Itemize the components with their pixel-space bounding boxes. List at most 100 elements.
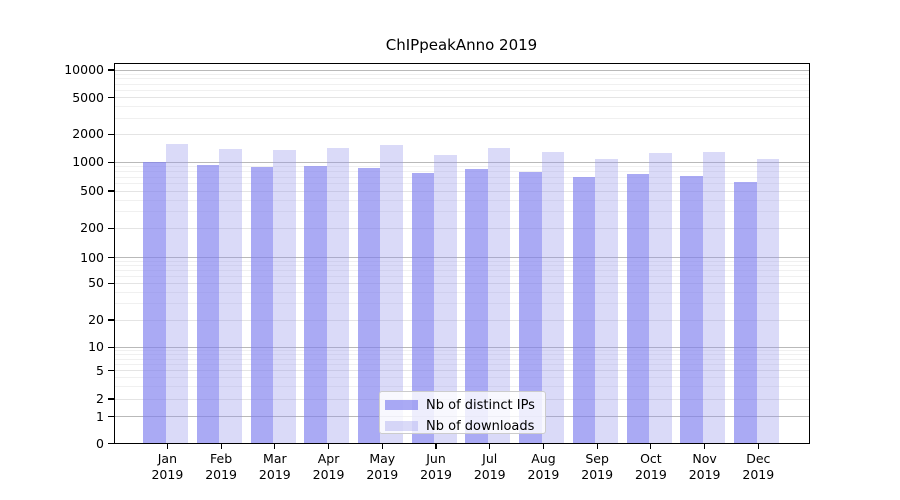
- x-tick-mark: [381, 443, 383, 449]
- x-tick-label: Jun 2019: [420, 451, 452, 482]
- minor-gridline: [113, 291, 810, 293]
- major-gridline: [113, 69, 810, 71]
- bar-distinct-ips: [143, 161, 166, 444]
- y-tick-label: 10: [88, 339, 104, 355]
- bar-downloads: [326, 148, 350, 444]
- y-tick-mark: [108, 97, 114, 99]
- minor-gridline: [113, 78, 810, 80]
- gridline: [113, 370, 810, 372]
- bar-distinct-ips: [519, 171, 542, 444]
- x-tick-label: Aug 2019: [527, 451, 560, 482]
- bar-distinct-ips: [734, 182, 757, 444]
- bar-downloads: [273, 150, 296, 444]
- legend-label-downloads: Nb of downloads: [426, 418, 535, 434]
- y-tick-label: 2: [96, 391, 104, 406]
- minor-gridline: [113, 261, 810, 263]
- x-tick-label: Jul 2019: [473, 451, 506, 482]
- major-gridline: [113, 161, 810, 163]
- minor-gridline: [113, 354, 810, 356]
- x-tick-mark: [489, 443, 491, 449]
- y-tick-mark: [108, 161, 114, 163]
- y-tick-label: 5000: [72, 89, 104, 105]
- y-tick-mark: [108, 346, 114, 348]
- minor-gridline: [113, 83, 810, 85]
- gridline: [113, 190, 810, 192]
- gridline: [113, 282, 810, 284]
- bar-distinct-ips: [304, 166, 327, 444]
- y-tick-label: 10000: [64, 62, 104, 77]
- x-tick-mark: [220, 443, 222, 449]
- legend-item-distinct-ips: Nb of distinct IPs: [385, 397, 545, 413]
- bar-distinct-ips: [680, 175, 703, 444]
- bar-downloads: [165, 144, 189, 444]
- y-tick-label: 200: [80, 220, 104, 236]
- legend: Nb of distinct IPs Nb of downloads: [379, 391, 546, 434]
- minor-gridline: [113, 350, 810, 352]
- y-tick-label: 0: [96, 435, 104, 451]
- y-tick-mark: [108, 190, 114, 192]
- bar-distinct-ips: [250, 166, 274, 444]
- x-tick-label: May 2019: [366, 451, 399, 482]
- x-tick-label: Jan 2019: [151, 451, 184, 482]
- minor-gridline: [113, 364, 810, 366]
- legend-swatch-downloads: [385, 421, 418, 431]
- x-tick-label: Sep 2019: [581, 451, 614, 482]
- legend-label-distinct-ips: Nb of distinct IPs: [426, 397, 535, 413]
- minor-gridline: [113, 166, 810, 168]
- x-tick-mark: [327, 443, 330, 449]
- bar-downloads: [487, 147, 511, 444]
- y-tick-mark: [108, 398, 114, 400]
- y-tick-mark: [108, 133, 114, 135]
- chart-title: ChIPpeakAnno 2019: [385, 36, 538, 54]
- x-tick-mark: [650, 443, 652, 449]
- bar-distinct-ips: [357, 168, 381, 444]
- minor-gridline: [113, 171, 810, 173]
- y-tick-label: 5: [96, 362, 104, 378]
- y-tick-label: 100: [80, 249, 104, 265]
- y-tick-label: 1000: [72, 154, 104, 170]
- x-tick-label: Feb 2019: [205, 451, 238, 482]
- minor-gridline: [113, 89, 810, 91]
- major-gridline: [113, 257, 810, 259]
- legend-item-downloads: Nb of downloads: [385, 418, 545, 434]
- minor-gridline: [113, 377, 810, 379]
- x-tick-mark: [704, 443, 706, 449]
- y-tick-mark: [108, 282, 114, 284]
- y-tick-mark: [108, 257, 114, 259]
- x-tick-mark: [435, 443, 437, 449]
- plot-area: [113, 63, 810, 444]
- minor-gridline: [113, 358, 810, 360]
- x-tick-label: Oct 2019: [634, 451, 667, 482]
- y-tick-mark: [108, 442, 114, 445]
- bar-downloads: [541, 152, 565, 444]
- minor-gridline: [113, 211, 810, 213]
- bar-distinct-ips: [196, 165, 220, 444]
- y-tick-mark: [108, 416, 114, 418]
- y-tick-label: 500: [80, 183, 104, 198]
- bar-downloads: [756, 159, 780, 444]
- y-tick-label: 50: [88, 275, 104, 291]
- major-gridline: [113, 346, 810, 348]
- bar-downloads: [219, 148, 242, 444]
- y-tick-mark: [108, 227, 114, 229]
- gridline: [113, 133, 810, 135]
- minor-gridline: [113, 73, 810, 75]
- x-tick-label: Apr 2019: [312, 451, 345, 482]
- y-tick-mark: [108, 370, 114, 372]
- y-tick-label: 1: [96, 408, 104, 424]
- minor-gridline: [113, 276, 810, 278]
- y-tick-label: 2000: [72, 126, 104, 142]
- x-tick-mark: [757, 443, 759, 449]
- bar-distinct-ips: [411, 172, 435, 444]
- bar-downloads: [595, 159, 618, 444]
- x-tick-mark: [596, 443, 598, 449]
- x-tick-label: Dec 2019: [742, 451, 775, 482]
- gridline: [113, 97, 810, 99]
- x-tick-label: Mar 2019: [258, 451, 291, 482]
- legend-swatch-distinct-ips: [385, 400, 418, 410]
- x-tick-mark: [274, 443, 276, 449]
- bar-downloads: [380, 144, 403, 444]
- bar-downloads: [434, 154, 457, 444]
- bar-distinct-ips: [626, 173, 650, 444]
